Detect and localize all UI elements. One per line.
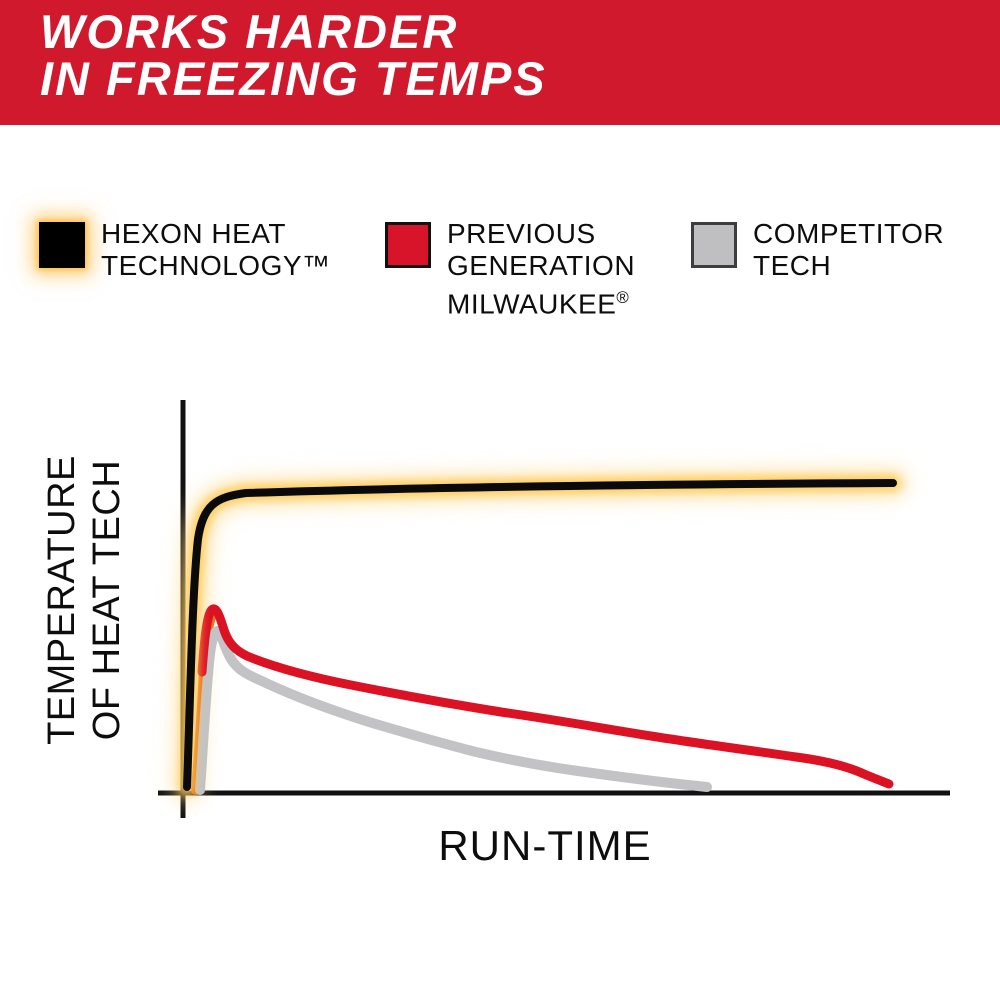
x-axis-label: RUN-TIME: [438, 822, 652, 869]
legend-label-hexon: HEXON HEAT TECHNOLOGY™: [101, 218, 331, 282]
legend-label-previous-gen: PREVIOUS GENERATION MILWAUKEE®: [447, 218, 635, 320]
y-axis-label-line1: TEMPERATURE: [41, 455, 84, 745]
competitor-line: [195, 626, 712, 795]
previous-gen-swatch-icon: [385, 222, 431, 268]
hexon-line-glow-outer: [171, 467, 909, 803]
registered-symbol: ®: [616, 288, 630, 307]
y-axis-label: TEMPERATURE OF HEAT TECH: [40, 455, 130, 745]
previous-gen-line: [197, 604, 894, 789]
legend-hexon-line1: HEXON HEAT: [101, 218, 286, 249]
page-title-line1: WORKS HARDER: [40, 5, 459, 58]
legend-prev-line3: MILWAUKEE: [447, 288, 617, 320]
y-axis-label-wrap: TEMPERATURE OF HEAT TECH: [10, 405, 160, 795]
y-axis-label-line2: OF HEAT TECH: [86, 459, 129, 741]
competitor-swatch-icon: [691, 222, 737, 268]
legend-prev-line1: PREVIOUS: [447, 218, 596, 249]
page-title: WORKS HARDER IN FREEZING TEMPS: [40, 8, 547, 102]
legend-label-competitor: COMPETITOR TECH: [753, 218, 944, 282]
legend-comp-line2: TECH: [753, 250, 832, 281]
trademark-symbol: ™: [302, 250, 331, 281]
header-banner: WORKS HARDER IN FREEZING TEMPS: [0, 0, 1000, 125]
hexon-line-glow-inner: [179, 475, 901, 795]
legend-hexon-line2: TECHNOLOGY: [101, 250, 303, 281]
legend-prev-line2: GENERATION: [447, 250, 636, 281]
page-title-line2: IN FREEZING TEMPS: [40, 52, 547, 105]
hexon-line: [183, 479, 897, 791]
legend-comp-line1: COMPETITOR: [753, 218, 945, 249]
hexon-swatch-icon: [39, 222, 85, 268]
